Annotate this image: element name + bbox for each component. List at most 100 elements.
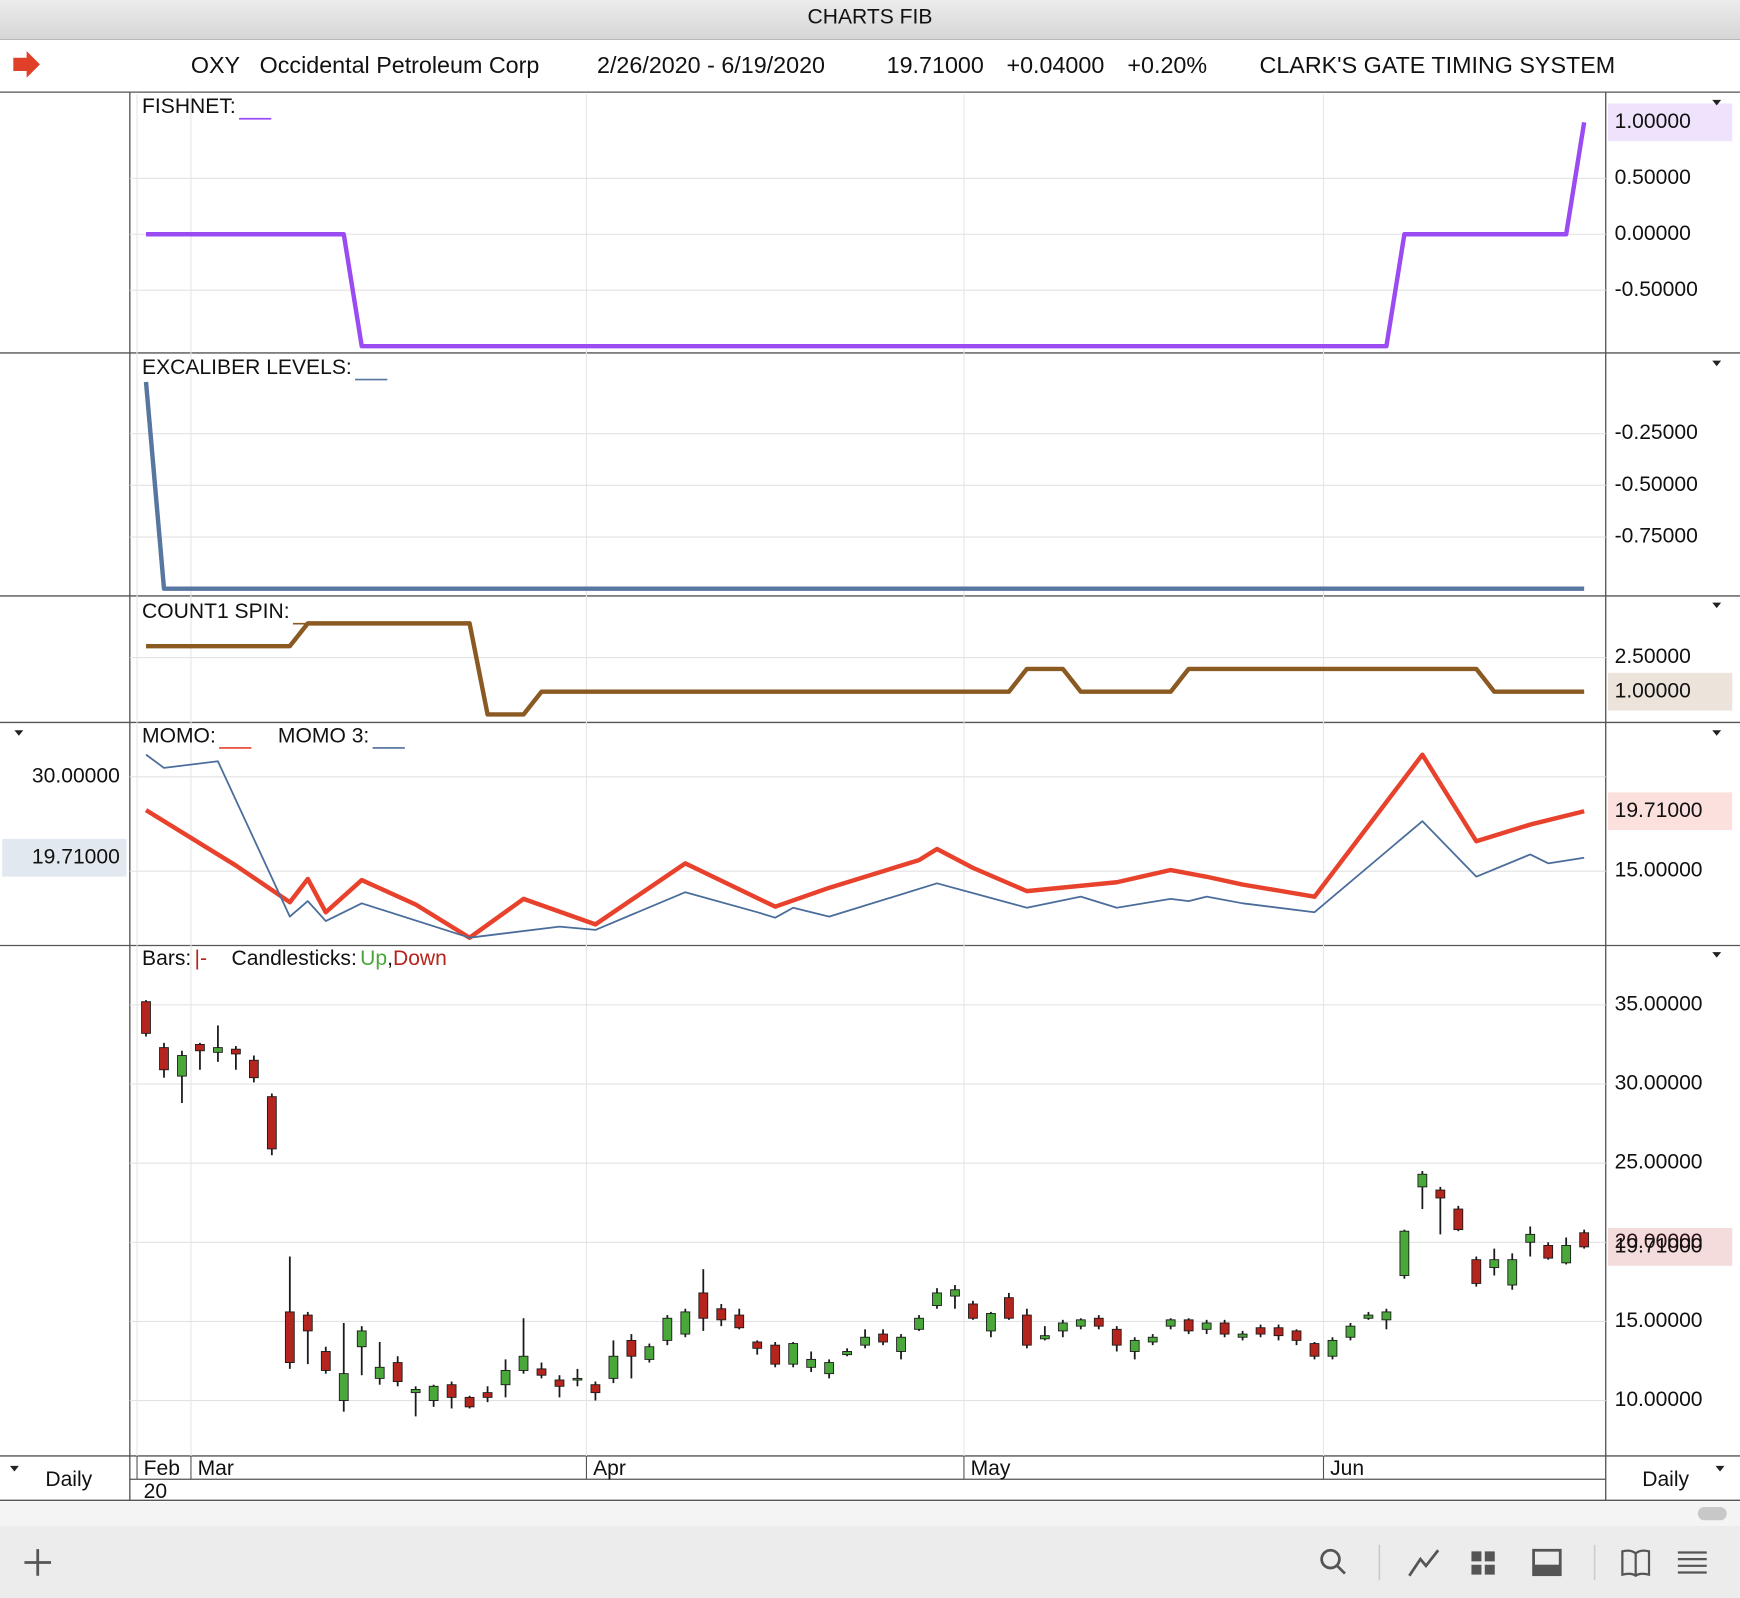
candle-body <box>1453 1208 1464 1231</box>
toolbar <box>0 1525 1740 1598</box>
y-tick-label: 20.00000 <box>1615 1230 1703 1253</box>
symbol: OXY <box>191 52 241 78</box>
last-value-tag <box>1607 672 1733 711</box>
last-value-label: 19.71000 <box>32 845 120 868</box>
menu-button[interactable] <box>1677 1551 1707 1574</box>
toolbar-icons <box>24 1544 1707 1581</box>
candle-body <box>284 1311 295 1364</box>
y-tick-label: 15.00000 <box>1615 859 1703 882</box>
candle-body <box>266 1096 277 1150</box>
candle-body <box>1291 1330 1302 1341</box>
last-price: 19.71000 <box>887 52 984 78</box>
candle-body <box>320 1351 331 1371</box>
y-tick-label: 15.00000 <box>1615 1309 1703 1332</box>
candle-body <box>1345 1325 1356 1338</box>
chart-button[interactable] <box>1408 1549 1440 1577</box>
scroll-area <box>0 1501 1740 1526</box>
legend: Bars: |- Candlesticks: Up,Down <box>142 946 447 969</box>
candle-body <box>428 1385 439 1401</box>
candle-body <box>1579 1232 1590 1248</box>
candle-body <box>734 1314 745 1329</box>
menu-arrow[interactable] <box>1712 99 1722 106</box>
change: +0.04000 <box>1006 52 1104 78</box>
candle-body <box>770 1344 781 1365</box>
candle-body <box>141 1001 151 1034</box>
candle-body <box>806 1358 817 1368</box>
system-name: CLARK'S GATE TIMING SYSTEM <box>1260 52 1616 78</box>
last-value-tag <box>1607 103 1733 142</box>
candle-body <box>590 1384 601 1394</box>
last-value-label: 1.00000 <box>1615 679 1691 702</box>
series-line <box>146 121 1587 349</box>
candle-body <box>1507 1259 1518 1286</box>
candle-body <box>1543 1244 1554 1259</box>
add-button[interactable] <box>24 1549 52 1576</box>
candle-body <box>1309 1343 1320 1357</box>
x-tick-label: May <box>971 1457 1011 1480</box>
menu-arrow[interactable] <box>1712 360 1722 367</box>
scrollbar[interactable] <box>1697 1506 1727 1521</box>
title-bar <box>0 0 1740 39</box>
window-title: CHARTS FIB <box>808 5 933 28</box>
candle-body <box>1183 1319 1194 1332</box>
candle-body <box>159 1047 169 1071</box>
book-button[interactable] <box>1621 1549 1651 1578</box>
menu-arrow[interactable] <box>1712 952 1722 958</box>
candle-body <box>824 1362 835 1375</box>
menu-arrow[interactable] <box>1715 1465 1725 1472</box>
y-tick-label: 30.00000 <box>1615 1072 1703 1095</box>
candle-body <box>1147 1336 1158 1343</box>
candle-body <box>1004 1297 1014 1319</box>
period-left[interactable]: Daily <box>45 1468 92 1491</box>
menu-arrow[interactable] <box>9 1465 19 1472</box>
menu-arrow[interactable] <box>14 730 24 736</box>
candle-body <box>177 1055 187 1077</box>
layout-button[interactable] <box>1471 1551 1495 1575</box>
candle-body <box>698 1292 709 1319</box>
last-value-tag <box>2 838 127 877</box>
candle-body <box>446 1384 457 1398</box>
candle-body <box>338 1373 349 1401</box>
y-tick-label: 0.50000 <box>1615 166 1691 189</box>
candle-body <box>1057 1322 1068 1332</box>
candle-body <box>1417 1173 1428 1188</box>
candle-body <box>536 1368 547 1376</box>
arrow-icon[interactable] <box>13 51 40 78</box>
candle-body <box>1399 1230 1410 1276</box>
period-right[interactable]: Daily <box>1642 1468 1689 1491</box>
candle-body <box>572 1377 583 1381</box>
y-tick-label: -0.75000 <box>1615 525 1698 548</box>
candle-body <box>302 1314 313 1332</box>
y-tick-label: 35.00000 <box>1615 992 1703 1015</box>
legend-label: EXCALIBER LEVELS: <box>142 356 352 379</box>
last-value-label: 19.71000 <box>1615 799 1703 822</box>
legend-label: FISHNET: <box>142 95 236 118</box>
search-button[interactable] <box>1320 1548 1341 1570</box>
candle-body <box>878 1333 888 1343</box>
candle-body <box>1273 1327 1284 1337</box>
candle-body <box>626 1339 637 1357</box>
last-value-tag <box>1607 792 1733 831</box>
candle-body <box>248 1059 259 1079</box>
x-tick-label: Jun <box>1330 1457 1364 1480</box>
candle-body <box>644 1346 655 1360</box>
legend-label: COUNT1 SPIN: <box>142 600 290 623</box>
menu-arrow[interactable] <box>1712 730 1722 736</box>
company: Occidental Petroleum Corp <box>260 52 540 78</box>
candle-body <box>1237 1333 1248 1338</box>
date-range: 2/26/2020 - 6/19/2020 <box>597 52 825 78</box>
candle-body <box>716 1308 727 1321</box>
candle-body <box>1021 1314 1032 1346</box>
candle-body <box>518 1355 529 1371</box>
candle-body <box>1129 1339 1140 1352</box>
legend-bars_label: Bars: <box>142 946 191 969</box>
candle-body <box>932 1292 942 1307</box>
y-tick-label: 0.00000 <box>1615 222 1691 245</box>
last-value-label: 19.71000 <box>1615 1234 1703 1257</box>
candle-body <box>500 1370 511 1386</box>
panel-fill <box>1533 1564 1561 1575</box>
x-tick-label: Feb <box>144 1457 180 1480</box>
y-tick-label: -0.50000 <box>1615 473 1698 496</box>
menu-arrow[interactable] <box>1712 602 1722 609</box>
